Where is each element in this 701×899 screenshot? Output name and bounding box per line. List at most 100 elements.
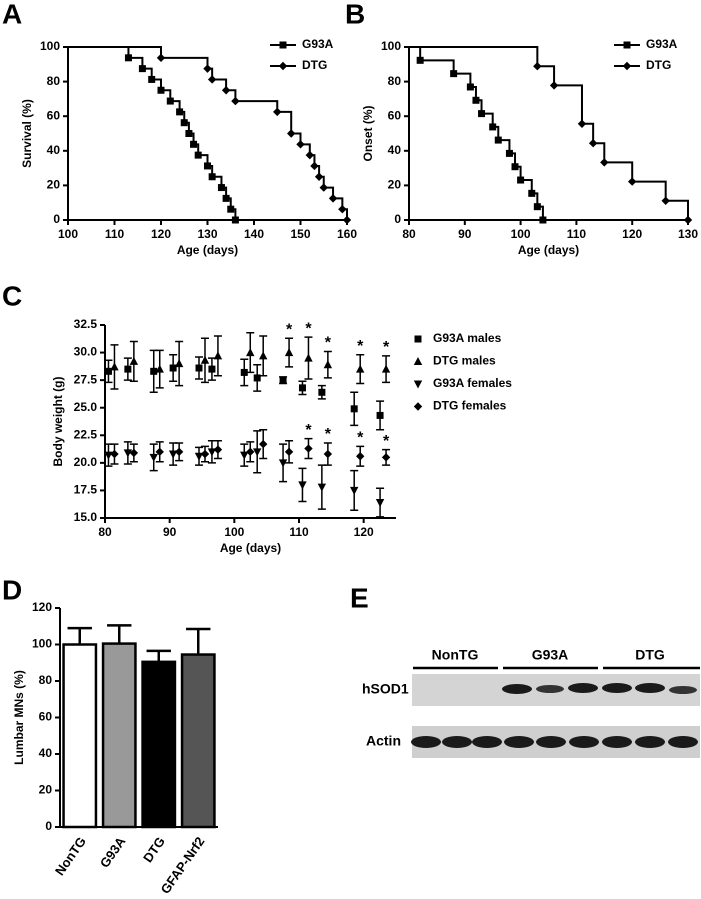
legend-marker	[413, 380, 423, 389]
bar	[101, 642, 137, 829]
legend-label: G93A	[646, 37, 678, 51]
marker	[549, 81, 559, 90]
significance-mark: *	[305, 422, 312, 439]
legend-marker	[414, 335, 422, 343]
marker	[350, 486, 359, 495]
x-tick-label: 120	[151, 227, 171, 241]
error-bar	[67, 626, 92, 645]
marker	[174, 447, 184, 457]
y-tick-label: 15.0	[74, 510, 98, 524]
significance-mark: *	[357, 430, 364, 447]
survival-curve	[68, 46, 348, 220]
y-tick-label: 60	[47, 108, 61, 122]
marker	[317, 483, 327, 492]
x-tick-label: 110	[567, 227, 587, 241]
x-tick-label: 100	[511, 227, 531, 241]
marker	[466, 83, 474, 91]
marker	[600, 158, 609, 167]
legend-marker	[413, 356, 423, 365]
y-axis-title: Survival (%)	[20, 99, 34, 168]
y-tick-label: 25.0	[74, 400, 98, 414]
marker	[157, 86, 165, 94]
y-tick-label: 100	[381, 39, 401, 53]
band	[668, 736, 698, 748]
legend-marker	[622, 61, 632, 71]
panel-label: B	[345, 0, 365, 29]
marker	[185, 130, 193, 137]
panel-label: D	[2, 574, 22, 605]
band	[635, 736, 665, 748]
error-bar	[186, 627, 211, 655]
x-tick-label: 130	[197, 227, 217, 241]
y-tick-label: 20	[47, 178, 61, 192]
y-axis-title: Onset (%)	[361, 105, 375, 161]
band	[411, 736, 441, 748]
marker	[478, 110, 486, 118]
marker	[350, 405, 358, 413]
marker	[166, 97, 174, 105]
marker	[577, 119, 587, 129]
x-tick-label: 100	[224, 525, 244, 539]
significance-mark: *	[325, 426, 332, 443]
marker	[240, 368, 248, 376]
blot-panel: E NonTG G93A DTG hSOD1 Actin	[350, 582, 700, 758]
marker	[129, 448, 139, 458]
y-tick-label: 60	[39, 710, 53, 724]
band	[569, 736, 599, 748]
panel-label: C	[2, 280, 22, 311]
marker	[296, 140, 305, 149]
marker	[104, 451, 113, 460]
y-tick-label: 22.5	[74, 427, 98, 441]
y-axis-title: Lumbar MNs (%)	[12, 670, 26, 765]
marker	[200, 449, 210, 459]
legend-marker	[278, 61, 288, 71]
y-tick-label: 27.5	[74, 372, 98, 386]
marker	[195, 364, 203, 372]
marker	[588, 138, 598, 148]
legend-label: DTG females	[433, 399, 507, 413]
group-label: G93A	[532, 647, 569, 663]
marker	[356, 452, 365, 461]
marker	[194, 151, 202, 159]
y-tick-label: 100	[32, 637, 52, 651]
marker	[246, 447, 255, 457]
marker	[284, 348, 294, 357]
marker	[683, 215, 693, 225]
band	[502, 684, 532, 694]
legend-marker	[413, 402, 423, 411]
marker	[110, 362, 119, 371]
y-tick-label: 0	[45, 819, 52, 833]
marker	[174, 359, 184, 368]
marker	[259, 351, 268, 360]
marker	[356, 364, 365, 373]
significance-mark: *	[325, 335, 332, 352]
marker	[517, 176, 525, 184]
marker	[338, 204, 347, 214]
legend-label: G93A females	[433, 376, 512, 390]
marker	[124, 365, 132, 373]
marker	[129, 356, 139, 365]
legend-marker	[623, 41, 631, 49]
y-tick-label: 32.5	[74, 317, 98, 331]
marker	[298, 481, 307, 490]
marker	[533, 203, 541, 211]
x-axis-title: Age (days)	[220, 541, 281, 555]
x-tick-label: 160	[337, 227, 357, 241]
marker	[533, 62, 542, 71]
legend-label: DTG males	[433, 354, 496, 368]
marker	[381, 453, 391, 462]
y-tick-label: 0	[394, 212, 401, 226]
significance-mark: *	[383, 433, 390, 450]
band	[536, 736, 566, 748]
x-tick-label: 150	[290, 227, 310, 241]
marker	[194, 452, 204, 461]
marker	[240, 451, 249, 460]
y-axis-title: Body weight (g)	[51, 377, 65, 467]
marker	[661, 196, 670, 205]
marker	[318, 388, 326, 396]
marker	[273, 107, 282, 117]
marker	[207, 75, 217, 84]
marker	[253, 448, 262, 457]
y-tick-label: 40	[39, 746, 53, 760]
significance-mark: *	[305, 320, 312, 337]
